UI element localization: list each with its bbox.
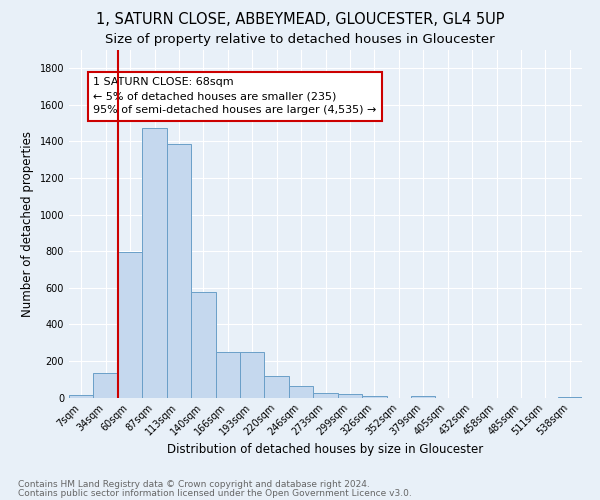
Bar <box>265 376 289 398</box>
Bar <box>411 396 436 398</box>
X-axis label: Distribution of detached houses by size in Gloucester: Distribution of detached houses by size … <box>167 443 484 456</box>
Text: 1 SATURN CLOSE: 68sqm
← 5% of detached houses are smaller (235)
95% of semi-deta: 1 SATURN CLOSE: 68sqm ← 5% of detached h… <box>94 78 377 116</box>
Bar <box>118 252 142 398</box>
Bar <box>362 396 386 398</box>
Bar <box>338 394 362 398</box>
Bar <box>289 386 313 398</box>
Y-axis label: Number of detached properties: Number of detached properties <box>21 130 34 317</box>
Bar <box>69 395 94 398</box>
Bar <box>240 352 265 398</box>
Text: Contains HM Land Registry data © Crown copyright and database right 2024.: Contains HM Land Registry data © Crown c… <box>18 480 370 489</box>
Bar <box>313 393 338 398</box>
Bar <box>215 352 240 398</box>
Bar <box>167 144 191 398</box>
Bar <box>94 373 118 398</box>
Text: 1, SATURN CLOSE, ABBEYMEAD, GLOUCESTER, GL4 5UP: 1, SATURN CLOSE, ABBEYMEAD, GLOUCESTER, … <box>96 12 504 28</box>
Text: Contains public sector information licensed under the Open Government Licence v3: Contains public sector information licen… <box>18 488 412 498</box>
Bar <box>557 396 582 398</box>
Text: Size of property relative to detached houses in Gloucester: Size of property relative to detached ho… <box>105 32 495 46</box>
Bar <box>191 292 215 398</box>
Bar <box>142 128 167 398</box>
